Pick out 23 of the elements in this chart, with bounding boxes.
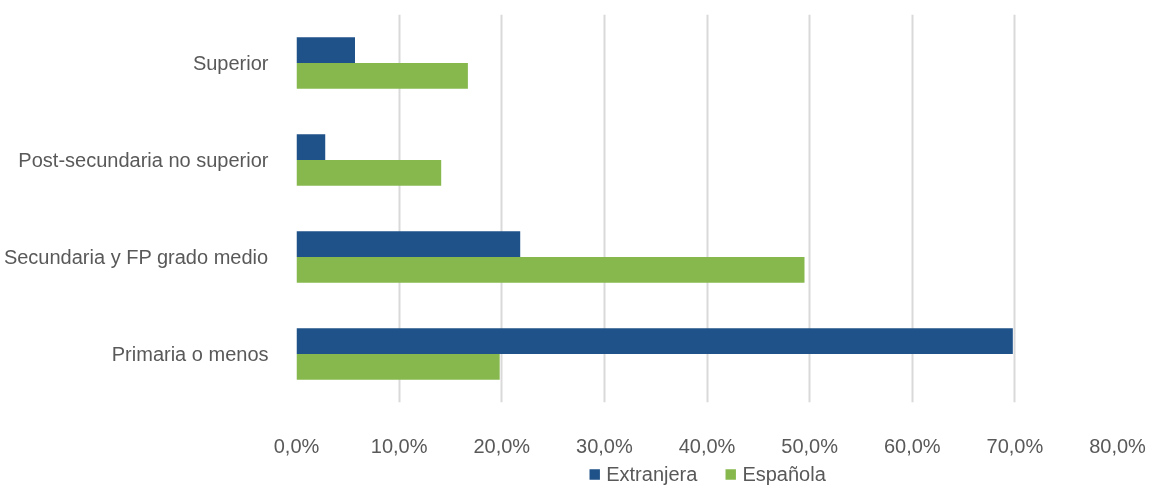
x-tick-label: 40,0% (678, 434, 736, 457)
y-tick-label: Secundaria y FP grado medio (3, 246, 269, 268)
bar (296, 328, 1013, 354)
bar (296, 354, 500, 380)
x-tick-label: 70,0% (986, 434, 1044, 457)
y-tick-label: Primaria o menos (111, 343, 269, 365)
bar (296, 63, 468, 89)
x-tick-label: 50,0% (781, 434, 839, 457)
y-tick-label: Superior (192, 52, 269, 74)
bar (296, 231, 521, 257)
x-tick-label: 60,0% (883, 434, 941, 457)
y-tick-label: Post-secundaria no superior (18, 149, 269, 171)
x-tick-label: 10,0% (370, 434, 428, 457)
bar (296, 160, 442, 186)
bar (296, 257, 805, 283)
x-tick-label: 20,0% (473, 434, 531, 457)
x-tick-label: 80,0% (1089, 434, 1147, 457)
legend-label: Española (742, 462, 826, 486)
bar (296, 134, 326, 160)
bar (296, 37, 355, 63)
legend-label: Extranjera (606, 462, 698, 486)
x-tick-label: 30,0% (576, 434, 633, 457)
x-tick-label: 0,0% (273, 434, 320, 457)
